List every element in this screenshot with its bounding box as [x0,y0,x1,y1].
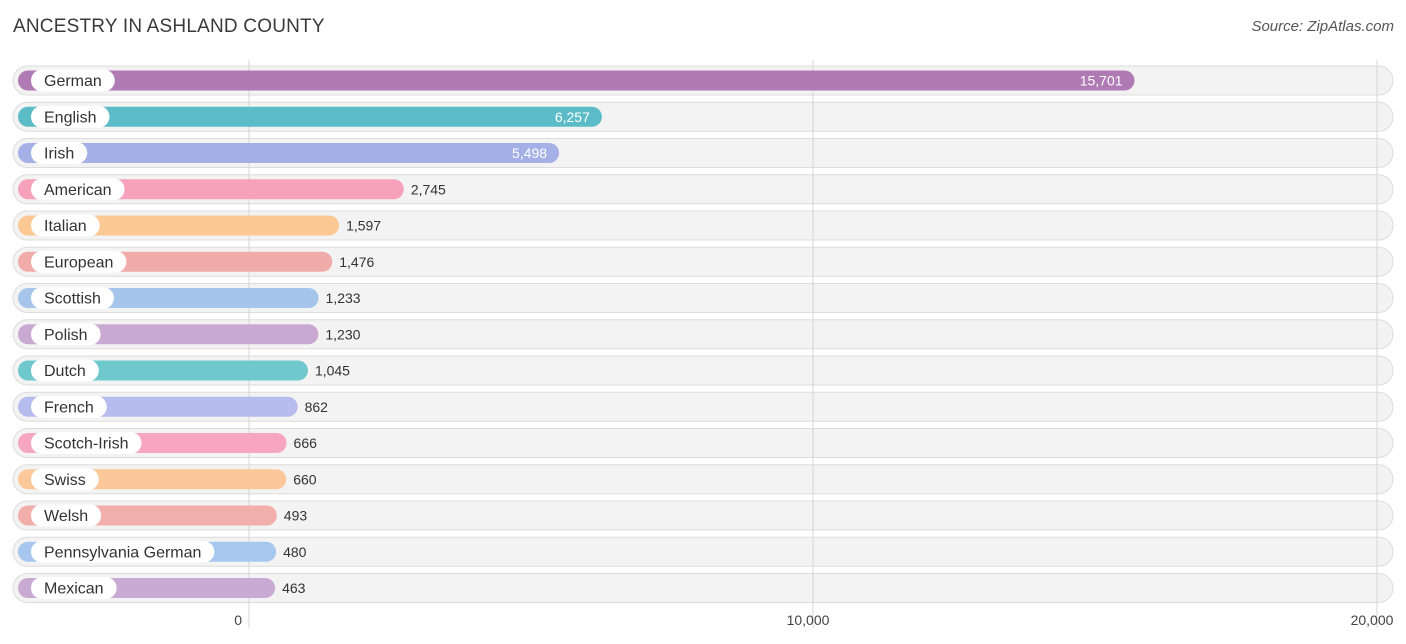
row-background [12,246,1394,277]
category-label-pill [31,142,88,164]
category-label: Pennsylvania German [44,544,201,561]
chart-title: ANCESTRY IN ASHLAND COUNTY [13,16,325,37]
bar-irish [18,143,560,163]
category-label-pill [31,395,107,418]
value-label: 862 [305,399,329,415]
value-label: 1,233 [326,290,361,306]
category-label: American [44,182,112,199]
bar-german [18,70,1135,91]
x-axis: 0 10,000 20,000 [234,612,1393,628]
bars: German 15,701 English 6,257 Irish 5,498 Americ… [18,69,1135,599]
category-label: Scottish [44,291,101,308]
category-label-pill [31,178,125,201]
category-label-pill [31,69,115,92]
value-label: 493 [284,508,308,524]
category-label-pill [31,359,99,382]
row-background [12,391,1394,422]
category-label-pill [31,432,142,454]
row-background [12,210,1394,241]
value-label: 1,597 [346,218,381,234]
category-label: Swiss [44,472,86,489]
category-label: English [44,109,96,126]
value-label: 1,045 [315,363,350,379]
category-label-pill [31,577,117,599]
value-label: 1,230 [325,326,360,342]
value-label: 6,257 [555,109,590,125]
row-background [12,428,1394,458]
category-label: European [44,254,113,271]
category-label: Dutch [44,363,86,380]
value-label: 660 [293,471,317,487]
x-tick-label: 10,000 [787,612,830,628]
value-label: 1,476 [339,254,374,270]
x-tick-label: 20,000 [1351,612,1394,628]
category-label: Italian [44,218,87,235]
x-tick-label: 0 [234,612,242,628]
category-label: Irish [44,146,74,163]
category-label-pill [31,540,215,563]
category-label-pill [31,504,102,527]
category-label-pill [31,105,110,128]
value-label: 2,745 [411,181,446,197]
value-label: 480 [283,544,307,560]
source-attribution: Source: ZipAtlas.com [1251,18,1394,35]
category-label-pill [31,250,127,273]
category-label: Mexican [44,581,104,598]
row-background [12,464,1394,495]
row-background [12,283,1394,313]
category-label: Scotch-Irish [44,436,128,453]
category-label-pill [31,323,101,346]
value-label: 5,498 [512,145,547,161]
value-label: 15,701 [1080,73,1123,89]
category-label: Welsh [44,508,88,525]
category-label: French [44,399,94,416]
row-background [12,573,1394,603]
value-label: 666 [294,435,318,451]
row-background [12,536,1394,567]
row-background [12,500,1394,531]
row-background [12,319,1394,350]
category-label: German [44,73,102,90]
row-background [12,355,1394,386]
category-label: Polish [44,327,88,344]
value-label: 463 [282,580,306,596]
bar-english [18,106,602,127]
category-label-pill [31,468,99,491]
category-label-pill [31,287,114,309]
category-label-pill [31,214,100,237]
